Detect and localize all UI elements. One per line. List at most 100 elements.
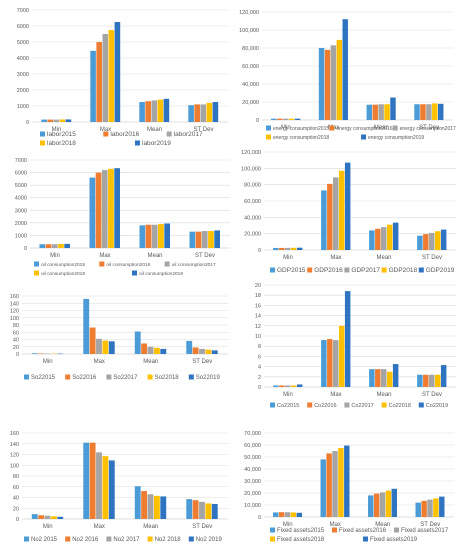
bar (189, 231, 196, 248)
legend-label: No2 2018 (155, 537, 182, 543)
y-tick-label: 100,000 (241, 166, 261, 172)
bar (199, 348, 205, 354)
legend-swatch (188, 536, 194, 542)
bar (342, 19, 348, 121)
legend-swatch (65, 374, 71, 380)
y-tick-label: 14 (255, 314, 261, 320)
legend-swatch (418, 402, 424, 408)
legend-label: So22015 (31, 375, 56, 381)
legend-label: Co22016 (314, 403, 336, 409)
bar (186, 499, 193, 519)
legend-swatch (266, 125, 271, 131)
bar (284, 512, 291, 517)
bar (276, 118, 283, 120)
legend-swatch (332, 527, 337, 533)
x-tick-label: Max (330, 522, 341, 528)
bar (102, 340, 109, 354)
legend-swatch (103, 131, 109, 137)
legend-label: labor2019 (142, 140, 171, 147)
bar (83, 298, 90, 354)
bar (186, 340, 193, 354)
bar (57, 516, 64, 519)
bar (134, 486, 141, 519)
bar (279, 385, 285, 387)
legend-label: So22018 (155, 375, 180, 381)
chart-panel-4: 0 20,000 40,000 60,000 80,000 100,000 120,000 M… (241, 150, 456, 274)
legend-swatch (270, 267, 275, 273)
legend-swatch (65, 536, 71, 542)
y-tick-label: 4000 (15, 196, 27, 202)
bar (285, 385, 291, 387)
bar (423, 234, 429, 250)
x-tick-label: Min (52, 127, 62, 133)
x-tick-label: Min (43, 524, 53, 530)
legend-swatch (24, 374, 29, 380)
y-tick-label: 100 (10, 463, 19, 469)
bar (31, 353, 38, 354)
y-tick-label: 3000 (15, 208, 27, 214)
y-tick-label: 160 (10, 431, 19, 437)
x-tick-label: Min (50, 253, 60, 259)
bar (188, 105, 194, 122)
bar (108, 168, 114, 248)
x-tick-label: ST Dev (194, 127, 214, 133)
bar (64, 243, 71, 248)
y-tick-label: 0 (258, 248, 261, 254)
y-tick-label: 20 (13, 506, 19, 512)
chart-panel-6: 0 2 4 6 8 10 12 14 16 18 20 Min Max Mean ST Dev Co22015… (255, 283, 456, 409)
x-tick-label: Min (283, 522, 293, 528)
y-tick-label: 0 (26, 120, 29, 126)
bar (157, 99, 164, 122)
y-tick-label: 1000 (15, 233, 27, 239)
legend-swatch (164, 261, 170, 267)
bar (153, 495, 160, 519)
bar (145, 224, 152, 248)
legend-label: No2 2019 (196, 537, 223, 543)
y-tick-label: 5000 (17, 40, 29, 46)
bar (434, 231, 441, 250)
bar (279, 247, 285, 250)
bar (145, 101, 151, 122)
bar (83, 442, 90, 519)
bar (41, 119, 47, 122)
y-tick-label: 100 (10, 316, 19, 322)
bar (369, 369, 375, 387)
bar (205, 503, 212, 519)
bar (211, 350, 218, 354)
y-tick-label: 0 (24, 246, 27, 252)
bar (338, 170, 345, 250)
legend-label: So22016 (72, 375, 97, 381)
bar (378, 104, 384, 120)
bar (45, 244, 52, 248)
legend-label: Fixed assets2015 (277, 528, 325, 534)
legend-label: GDP2016 (314, 267, 343, 274)
legend-label: No2 2016 (72, 537, 99, 543)
legend-swatch (40, 131, 45, 137)
bar (205, 349, 212, 354)
y-tick-label: 100,000 (239, 28, 259, 34)
legend-swatch (344, 267, 350, 273)
x-tick-label: Max (94, 524, 105, 530)
bar (214, 230, 221, 248)
legend-label: oil consumption2018 (41, 271, 85, 277)
bar (96, 42, 102, 122)
bar (147, 346, 154, 354)
bar (89, 327, 96, 354)
bar (160, 496, 167, 519)
y-tick-label: 4000 (17, 56, 29, 62)
bar (321, 190, 327, 250)
bar (47, 119, 53, 122)
bar (296, 247, 303, 250)
y-tick-label: 1000 (17, 104, 29, 110)
bar (373, 493, 380, 517)
x-tick-label: Min (283, 255, 293, 261)
legend-swatch (381, 267, 387, 273)
bar (38, 353, 45, 354)
legend-label: labor2015 (47, 131, 76, 138)
legend-swatch (329, 125, 335, 131)
y-tick-label: 80,000 (244, 183, 261, 189)
y-tick-label: 40,000 (244, 467, 261, 473)
bar (332, 451, 338, 517)
bar (432, 103, 438, 120)
